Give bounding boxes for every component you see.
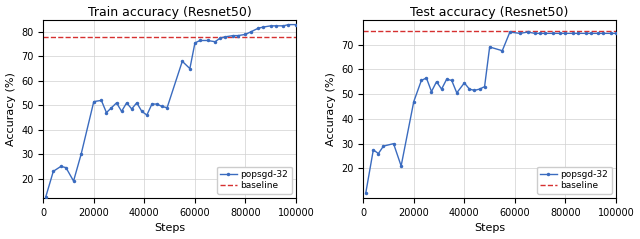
Legend: popsgd-32, baseline: popsgd-32, baseline [217,167,292,194]
popsgd-32 [234,34,242,37]
popsgd-32 [118,110,125,113]
popsgd-32 [612,32,620,35]
popsgd-32 [422,76,430,79]
popsgd-32 [390,142,397,145]
popsgd-32 [574,32,582,35]
popsgd-32 [582,32,589,35]
popsgd-32 [410,100,418,103]
popsgd-32 [229,34,237,37]
popsgd-32 [143,114,151,116]
popsgd-32 [97,99,105,102]
popsgd-32 [221,35,229,38]
popsgd-32 [470,89,478,92]
popsgd-32 [272,24,280,27]
popsgd-32 [133,101,141,104]
popsgd-32 [42,196,49,198]
popsgd-32 [191,42,199,44]
baseline [360,30,367,33]
X-axis label: Steps: Steps [154,223,185,234]
popsgd-32 [90,100,98,103]
popsgd-32 [179,60,186,63]
popsgd-32 [259,26,267,28]
popsgd-32 [443,78,451,81]
popsgd-32 [417,79,425,82]
baseline [40,35,47,38]
popsgd-32 [123,101,131,104]
popsgd-32 [138,110,146,113]
popsgd-32 [562,32,570,35]
popsgd-32 [453,91,461,94]
popsgd-32 [607,32,615,35]
popsgd-32 [506,31,514,33]
popsgd-32 [516,32,524,35]
popsgd-32 [481,85,488,88]
popsgd-32 [397,164,405,167]
popsgd-32 [158,105,166,108]
popsgd-32 [196,39,204,42]
popsgd-32 [70,180,77,183]
popsgd-32 [254,27,262,30]
popsgd-32 [163,106,171,109]
popsgd-32 [600,32,607,35]
baseline [40,35,47,38]
popsgd-32 [428,90,435,93]
X-axis label: Steps: Steps [474,223,505,234]
popsgd-32 [285,23,292,26]
popsgd-32 [438,88,445,91]
popsgd-32 [267,24,275,27]
popsgd-32 [204,39,211,42]
popsgd-32 [49,170,57,173]
popsgd-32 [77,153,85,156]
popsgd-32 [524,31,531,33]
Title: Test accuracy (Resnet50): Test accuracy (Resnet50) [410,5,569,19]
popsgd-32 [499,49,506,52]
popsgd-32 [369,148,377,151]
popsgd-32 [246,31,254,33]
popsgd-32 [62,166,70,169]
popsgd-32 [461,81,468,84]
popsgd-32 [595,32,602,35]
popsgd-32 [362,192,369,195]
Title: Train accuracy (Resnet50): Train accuracy (Resnet50) [88,5,252,19]
popsgd-32 [211,40,219,43]
popsgd-32 [108,106,115,109]
baseline [360,30,367,33]
popsgd-32 [541,32,549,35]
popsgd-32 [102,111,110,114]
popsgd-32 [374,152,382,155]
popsgd-32 [113,101,120,104]
popsgd-32 [216,37,224,39]
popsgd-32 [549,32,557,35]
popsgd-32 [148,103,156,105]
popsgd-32 [57,165,65,168]
popsgd-32 [486,46,493,49]
popsgd-32 [448,79,456,82]
popsgd-32 [433,80,440,83]
Line: popsgd-32: popsgd-32 [44,23,298,199]
Line: popsgd-32: popsgd-32 [364,30,618,195]
popsgd-32 [280,24,287,27]
Legend: popsgd-32, baseline: popsgd-32, baseline [537,167,612,194]
popsgd-32 [465,88,473,91]
popsgd-32 [242,33,250,36]
popsgd-32 [186,67,194,70]
popsgd-32 [476,88,483,91]
popsgd-32 [380,145,387,147]
popsgd-32 [128,108,136,110]
popsgd-32 [531,32,539,35]
popsgd-32 [587,32,595,35]
popsgd-32 [569,32,577,35]
popsgd-32 [153,103,161,105]
popsgd-32 [536,32,544,35]
Y-axis label: Accuracy (%): Accuracy (%) [326,72,335,146]
popsgd-32 [292,23,300,26]
popsgd-32 [557,32,564,35]
Y-axis label: Accuracy (%): Accuracy (%) [6,72,15,146]
